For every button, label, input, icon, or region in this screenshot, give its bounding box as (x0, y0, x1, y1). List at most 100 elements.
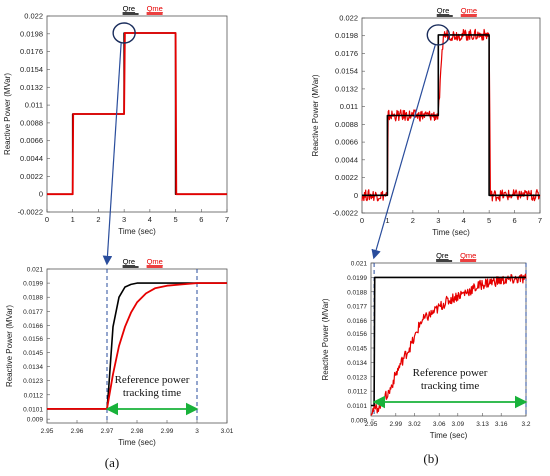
x-tick-label: 3.02 (408, 421, 421, 428)
zoom-arrow-a (102, 42, 122, 266)
annotation-text: Reference power (115, 374, 190, 386)
y-tick-label: 0.0177 (23, 309, 43, 316)
y-tick-label: 0.0132 (20, 83, 43, 92)
y-tick-label: 0.0066 (20, 136, 43, 145)
y-tick-label: 0.0198 (20, 29, 43, 38)
legend-label-qme: Qme (460, 251, 476, 260)
y-tick-label: 0.0154 (20, 65, 43, 74)
y-tick-label: 0.0022 (335, 173, 358, 182)
y-tick-label: 0.0176 (20, 47, 43, 56)
x-tick-label: 4 (462, 216, 466, 225)
x-tick-label: 5 (487, 216, 491, 225)
y-tick-label: 0.0177 (347, 304, 367, 311)
legend-label-qme: Qme (147, 4, 163, 13)
x-tick-label: 7 (538, 216, 542, 225)
y-tick-label: 0.0123 (347, 374, 367, 381)
y-tick-label: 0 (354, 191, 358, 200)
x-tick-label: 3.01 (221, 428, 234, 435)
y-tick-label: 0.0132 (335, 84, 358, 93)
y-tick-label: 0.0166 (347, 318, 367, 325)
x-tick-label: 2 (96, 215, 100, 224)
x-tick-label: 6 (512, 216, 516, 225)
panel-label-a: (a) (105, 455, 119, 470)
y-tick-label: 0.0176 (335, 49, 358, 58)
y-tick-label: 0.009 (27, 417, 44, 424)
x-tick-label: 3 (195, 428, 199, 435)
x-tick-label: 3 (436, 216, 440, 225)
plot-frame (46, 268, 228, 424)
legend-label-qre: Qre (436, 251, 449, 260)
x-axis-label: Time (sec) (118, 438, 156, 447)
legend-label-qre: Qre (123, 4, 136, 13)
x-tick-label: 2.98 (131, 428, 144, 435)
zoom-circle (426, 24, 450, 46)
y-tick-label: 0.011 (25, 101, 43, 110)
y-tick-label: -0.0022 (333, 209, 358, 218)
y-tick-label: 0.0123 (23, 378, 43, 385)
y-tick-label: 0.0134 (23, 364, 43, 371)
y-tick-label: 0.0101 (23, 406, 43, 413)
y-tick-label: 0.0066 (335, 138, 358, 147)
plot-frame (361, 17, 541, 214)
y-tick-label: 0.021 (27, 267, 44, 274)
y-tick-label: 0.011 (340, 102, 358, 111)
y-tick-label: 0.0134 (347, 360, 367, 367)
x-tick-label: 1 (71, 215, 75, 224)
series-line-qre (362, 34, 540, 197)
annotation-text: Reference power (413, 367, 488, 379)
y-tick-label: 0 (39, 190, 43, 199)
x-tick-label: 0 (45, 215, 49, 224)
x-tick-label: 0 (360, 216, 364, 225)
y-tick-label: 0.0199 (347, 275, 367, 282)
plot-frame (370, 262, 527, 417)
x-axis-label: Time (sec) (432, 228, 470, 237)
legend-label-qme: Qme (147, 257, 163, 266)
y-axis-label: Reactive Power (MVar) (311, 74, 320, 156)
y-tick-label: 0.0044 (335, 155, 358, 164)
x-tick-label: 2.95 (365, 421, 378, 428)
x-tick-label: 1 (385, 216, 389, 225)
y-tick-label: 0.0145 (347, 346, 367, 353)
y-tick-label: 0.0188 (347, 289, 367, 296)
chart-a_zoom: 0.009 0.0101 0.0112 0.0123 0.0134 0.0145 0.015… (5, 257, 234, 447)
x-tick-label: 3.09 (451, 421, 464, 428)
y-tick-label: 0.0166 (23, 323, 43, 330)
y-tick-label: 0.0156 (23, 336, 43, 343)
legend-label-qme: Qme (461, 6, 477, 15)
annotation-text: tracking time (421, 380, 479, 392)
y-tick-label: 0.009 (351, 417, 368, 424)
zoom-arrow-b (371, 44, 436, 260)
y-tick-label: 0.0022 (20, 172, 43, 181)
annotation-text: tracking time (123, 387, 181, 399)
chart-b_zoom: 0.009 0.0101 0.0112 0.0123 0.0134 0.0145 0.015… (321, 251, 531, 440)
y-tick-label: 0.0112 (24, 392, 44, 399)
y-tick-label: 0.0188 (23, 295, 43, 302)
y-tick-label: 0.0044 (20, 154, 43, 163)
series-line-qme (47, 32, 227, 196)
x-tick-label: 2.97 (101, 428, 114, 435)
x-tick-label: 3.16 (495, 421, 508, 428)
y-axis-label: Reactive Power (MVar) (321, 298, 330, 380)
y-tick-label: 0.022 (339, 14, 358, 23)
series-line-qme (370, 273, 527, 416)
y-tick-label: 0.0088 (20, 118, 43, 127)
series-line-qme (47, 282, 227, 410)
y-axis-label: Reactive Power (MVar) (3, 73, 12, 155)
legend-label-qre: Qre (437, 6, 450, 15)
x-tick-label: 2 (411, 216, 415, 225)
panel-label-b: (b) (423, 451, 438, 466)
y-tick-label: -0.0022 (18, 208, 43, 217)
x-tick-label: 7 (225, 215, 229, 224)
y-tick-label: 0.0198 (335, 31, 358, 40)
x-tick-label: 2.99 (161, 428, 174, 435)
chart-b_top: -0.002200.00220.00440.00660.00880.0110.0… (311, 6, 542, 237)
x-tick-label: 2.99 (389, 421, 402, 428)
y-axis-label: Reactive Power (MVar) (5, 305, 14, 387)
x-tick-label: 3.06 (433, 421, 446, 428)
chart-a_top: -0.002200.00220.00440.00660.00880.0110.0… (3, 4, 229, 236)
x-axis-label: Time (sec) (118, 227, 156, 236)
zoom-circle (112, 22, 136, 44)
y-tick-label: 0.022 (24, 12, 43, 21)
x-tick-label: 6 (199, 215, 203, 224)
